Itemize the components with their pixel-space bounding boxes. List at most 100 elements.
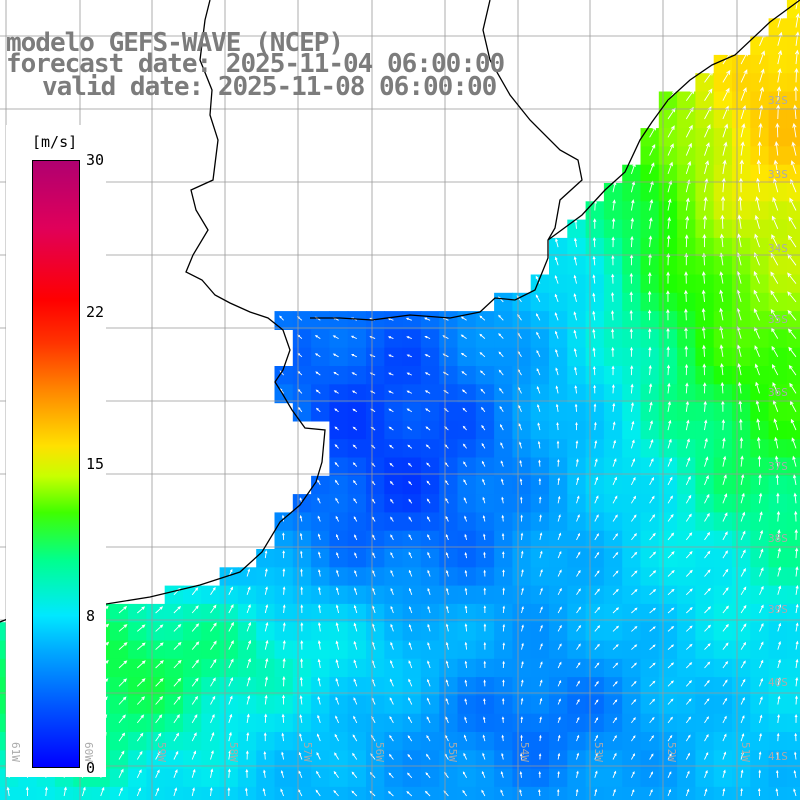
wind-speed-cell	[311, 658, 330, 678]
wind-arrow	[759, 622, 764, 632]
lat-label-34s: 34S	[768, 242, 788, 255]
wind-arrow	[136, 750, 143, 760]
wind-arrow	[685, 569, 693, 577]
wind-speed-cell	[420, 768, 440, 788]
wind-speed-cell	[622, 732, 642, 751]
wind-arrow	[335, 658, 340, 669]
wind-speed-cell	[183, 713, 202, 733]
wind-speed-cell	[786, 549, 800, 568]
wind-speed-cell	[713, 201, 733, 221]
wind-speed-cell	[219, 658, 239, 678]
wind-arrow	[315, 371, 321, 376]
wind-arrow	[557, 569, 562, 577]
colorbar-label-8: 8	[86, 607, 96, 625]
wind-speed-cell	[750, 183, 770, 202]
wind-arrow	[795, 584, 799, 595]
wind-arrow	[300, 586, 304, 595]
wind-arrow	[787, 235, 797, 248]
wind-arrow	[299, 514, 303, 522]
wind-arrow	[502, 605, 506, 614]
wind-arrow	[354, 552, 358, 559]
wind-speed-cell	[366, 603, 385, 623]
wind-speed-cell	[786, 292, 800, 312]
wind-arrow	[502, 660, 505, 669]
wind-arrow	[647, 309, 652, 321]
wind-arrow	[722, 512, 728, 522]
wind-speed-cell	[311, 402, 330, 422]
wind-arrow	[335, 515, 340, 522]
wind-speed-cell	[750, 494, 770, 513]
wind-speed-cell	[677, 512, 696, 532]
wind-speed-cell	[219, 622, 239, 642]
wind-arrow	[592, 328, 596, 339]
wind-arrow	[787, 328, 797, 339]
wind-arrow	[685, 382, 689, 394]
wind-arrow	[228, 695, 233, 705]
wind-arrow	[557, 698, 561, 705]
wind-arrow	[649, 735, 655, 742]
wind-arrow	[500, 478, 504, 486]
wind-arrow	[573, 348, 577, 357]
wind-arrow	[685, 124, 693, 138]
wind-arrow	[574, 366, 577, 376]
wind-arrow	[502, 623, 506, 632]
wind-speed-cell	[713, 640, 733, 660]
wind-speed-cell	[311, 713, 330, 733]
wind-arrow	[406, 372, 412, 376]
wind-speed-cell	[494, 512, 513, 532]
wind-speed-cell	[494, 732, 513, 751]
wind-arrow	[464, 569, 468, 577]
wind-arrow	[462, 407, 467, 413]
wind-arrow	[281, 694, 286, 705]
wind-arrow	[794, 510, 798, 522]
wind-speed-cell	[567, 457, 587, 477]
wind-speed-cell	[420, 695, 440, 715]
wind-arrow	[191, 659, 200, 669]
wind-arrow	[425, 426, 431, 431]
wind-arrow	[720, 195, 726, 211]
wind-speed-cell	[366, 457, 385, 477]
wind-arrow	[246, 695, 251, 705]
wind-speed-cell	[494, 420, 513, 440]
wind-speed-cell	[713, 695, 733, 715]
wind-speed-cell	[549, 549, 568, 568]
wind-arrow	[335, 587, 340, 595]
wind-speed-cell	[640, 256, 660, 276]
wind-speed-cell	[549, 311, 568, 330]
lat-label-33s: 33S	[768, 168, 788, 181]
wind-arrow	[740, 715, 745, 724]
wind-arrow	[155, 660, 164, 669]
wind-arrow	[722, 87, 730, 101]
wind-arrow	[611, 273, 615, 284]
wind-speed-cell	[549, 292, 568, 312]
wind-speed-cell	[347, 439, 367, 459]
wind-arrow	[387, 790, 394, 797]
wind-speed-cell	[494, 530, 513, 550]
wind-speed-cell	[549, 567, 568, 587]
wind-arrow	[426, 753, 431, 760]
wind-arrow	[406, 336, 412, 340]
wind-speed-cell	[329, 329, 349, 349]
wind-speed-cell	[420, 311, 440, 330]
wind-speed-cell	[329, 585, 349, 605]
wind-arrow	[758, 492, 763, 504]
wind-speed-cell	[640, 457, 660, 477]
wind-speed-cell	[658, 146, 678, 166]
wind-speed-cell	[677, 146, 696, 166]
wind-arrow	[353, 516, 358, 522]
wind-arrow	[315, 407, 321, 413]
wind-speed-cell	[402, 549, 422, 568]
wind-speed-cell	[622, 347, 642, 367]
wind-speed-cell	[732, 585, 751, 605]
wind-arrow	[722, 474, 727, 486]
wind-arrow	[719, 307, 724, 321]
wind-arrow	[795, 31, 800, 46]
wind-arrow	[740, 69, 748, 83]
wind-arrow	[460, 316, 467, 321]
wind-arrow	[334, 408, 339, 413]
wind-speed-cell	[420, 732, 440, 751]
wind-speed-cell	[420, 475, 440, 495]
wind-arrow	[722, 587, 729, 596]
lat-label-35s: 35S	[768, 313, 788, 326]
